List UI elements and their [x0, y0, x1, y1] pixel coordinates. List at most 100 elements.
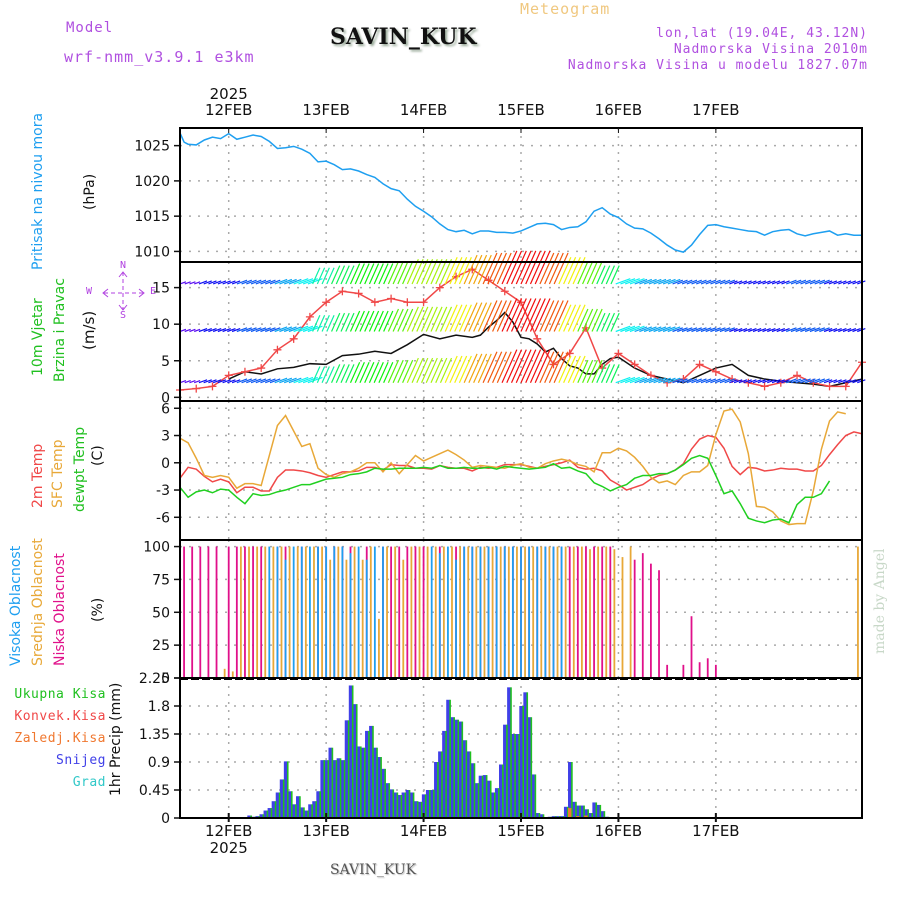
bar-snijeg: [397, 794, 401, 818]
wind-barb: [648, 326, 662, 333]
wind-barb: [316, 267, 326, 285]
wind-barb: [487, 300, 503, 332]
wind-barb: [255, 327, 267, 333]
wind-barb: [677, 378, 688, 384]
bar-ukupna-kisa: [534, 774, 537, 818]
bar-srednja-oblacnost: [264, 546, 267, 678]
bar-srednja-oblacnost: [516, 546, 518, 678]
wind-barb: [582, 359, 594, 383]
wind-barb: [378, 263, 389, 285]
bar-ukupna-kisa: [372, 725, 374, 818]
wind-barb: [354, 310, 365, 332]
wind-barb: [672, 378, 684, 384]
bar-niska-oblacnost: [585, 546, 587, 678]
bar-srednja-oblacnost: [605, 546, 608, 678]
wind-barb: [719, 378, 731, 384]
wind-barb: [776, 280, 786, 285]
wind-barb: [667, 377, 681, 384]
wind-barb: [373, 263, 384, 285]
wind-barb: [307, 278, 323, 285]
compass-s: S: [120, 310, 127, 321]
wind-barb: [833, 379, 842, 384]
wind-barb: [473, 353, 488, 383]
bar-snijeg: [275, 792, 280, 818]
wind-barb: [482, 351, 498, 383]
compass-n: N: [120, 260, 127, 271]
wind-barb: [492, 351, 507, 383]
bar-snijeg: [482, 775, 487, 818]
bar-snijeg: [421, 794, 426, 818]
wind-barb: [420, 306, 434, 332]
bar-ukupna-kisa: [266, 810, 269, 818]
wind-barb: [321, 267, 330, 285]
bar-ukupna-kisa: [351, 685, 354, 818]
bar-snijeg: [300, 807, 304, 818]
bar-ukupna-kisa: [368, 730, 370, 818]
wind-barb: [733, 379, 743, 384]
wind-barb: [667, 326, 681, 333]
y-tick-label: 1025: [134, 139, 170, 155]
legend-grad: Grad: [72, 775, 106, 790]
wind-barb: [449, 304, 463, 332]
wind-barb: [217, 327, 227, 333]
wind-barb: [439, 306, 453, 332]
wind-barb: [425, 357, 438, 383]
bar-ukupna-kisa: [364, 747, 366, 818]
bar-snijeg: [377, 757, 381, 818]
wind-barb: [378, 310, 389, 332]
y-tick-label: 0: [161, 671, 170, 687]
wind-barb: [368, 362, 380, 383]
wind-barb: [430, 259, 443, 285]
wind-barb: [847, 379, 857, 384]
wind-barb: [487, 351, 503, 383]
wind-barb: [387, 359, 400, 383]
bar-snijeg: [283, 761, 288, 818]
bottom-date-label: 13FEB: [302, 822, 349, 840]
bar-srednja-oblacnost: [613, 549, 616, 678]
wind-barb: [392, 308, 404, 332]
bar-srednja-oblacnost: [572, 546, 575, 678]
bar-srednja-oblacnost: [353, 546, 356, 678]
wind-barb: [331, 265, 341, 285]
bar-srednja-oblacnost: [451, 546, 453, 678]
wind-barb: [529, 349, 546, 383]
wind-barb: [349, 310, 361, 332]
bar-ukupna-kisa: [453, 717, 455, 818]
bar-visoka-oblacnost: [471, 546, 474, 678]
wind-barb: [359, 362, 370, 383]
wind-barb: [800, 378, 811, 384]
wind-barb: [809, 279, 821, 285]
bar-ukupna-kisa: [270, 808, 273, 818]
bar-snijeg: [515, 734, 519, 818]
wind-barb: [265, 279, 276, 285]
bar-ukupna-kisa: [355, 704, 358, 818]
bar-snijeg: [592, 802, 596, 818]
wind-barb: [752, 379, 762, 384]
wind-barb: [558, 355, 572, 383]
wind-barb: [212, 327, 222, 333]
line-10m-wind-speed: [228, 311, 863, 388]
wind-barb: [420, 357, 434, 383]
wind-barb: [212, 379, 222, 384]
bottom-date-label: 12FEB: [205, 822, 252, 840]
wind-barb: [198, 379, 208, 384]
wind-barb: [425, 306, 438, 332]
wind-barb: [767, 379, 776, 384]
wind-barb: [591, 359, 603, 383]
bar-ukupna-kisa: [404, 792, 407, 818]
bar-snijeg: [576, 805, 580, 818]
bar-ukupna-kisa: [473, 763, 476, 818]
bar-snijeg: [458, 721, 462, 818]
bar-snijeg: [308, 804, 312, 818]
wind-barb: [265, 378, 276, 384]
wind-barb: [212, 280, 222, 285]
bar-ukupna-kisa: [315, 801, 317, 818]
wind-barb: [624, 376, 640, 384]
bar-srednja-oblacnost: [564, 546, 567, 678]
wind-barb: [326, 267, 335, 285]
wind-barb: [823, 327, 833, 333]
wind-barb: [246, 279, 257, 285]
bar-snijeg: [454, 719, 458, 818]
bar-ukupna-kisa: [282, 779, 285, 818]
wind-barb: [520, 349, 537, 383]
